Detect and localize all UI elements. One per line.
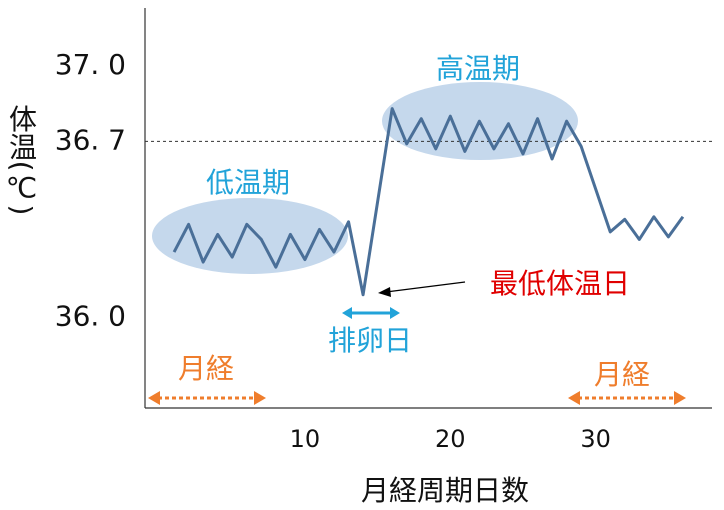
y-tick-label: 36. 0 <box>55 299 126 332</box>
arrow-head <box>342 307 352 319</box>
arrow-head <box>390 307 400 319</box>
x-tick-label: 10 <box>290 425 321 453</box>
x-tick-label: 30 <box>580 425 611 453</box>
y-tick-label: 36. 7 <box>55 123 126 156</box>
annotation: 最低体温日 <box>490 267 630 300</box>
x-tick-label: 20 <box>435 425 466 453</box>
y-axis-label: 体温(℃) <box>5 104 38 215</box>
arrow-head <box>148 391 160 405</box>
arrow-head <box>674 391 686 405</box>
y-tick-label: 37. 0 <box>55 48 126 81</box>
annotation: 排卵日 <box>328 324 412 357</box>
arrow-head <box>254 391 266 405</box>
annotation: 月経 <box>178 352 234 385</box>
annotation: 月経 <box>594 358 650 391</box>
temperature-line <box>172 107 685 297</box>
x-axis-label: 月経周期日数 <box>361 474 529 507</box>
annotation: 低温期 <box>206 166 290 199</box>
pointer-head <box>378 287 391 297</box>
pointer-line <box>385 281 466 293</box>
arrow-head <box>568 391 580 405</box>
annotation: 高温期 <box>436 52 520 85</box>
